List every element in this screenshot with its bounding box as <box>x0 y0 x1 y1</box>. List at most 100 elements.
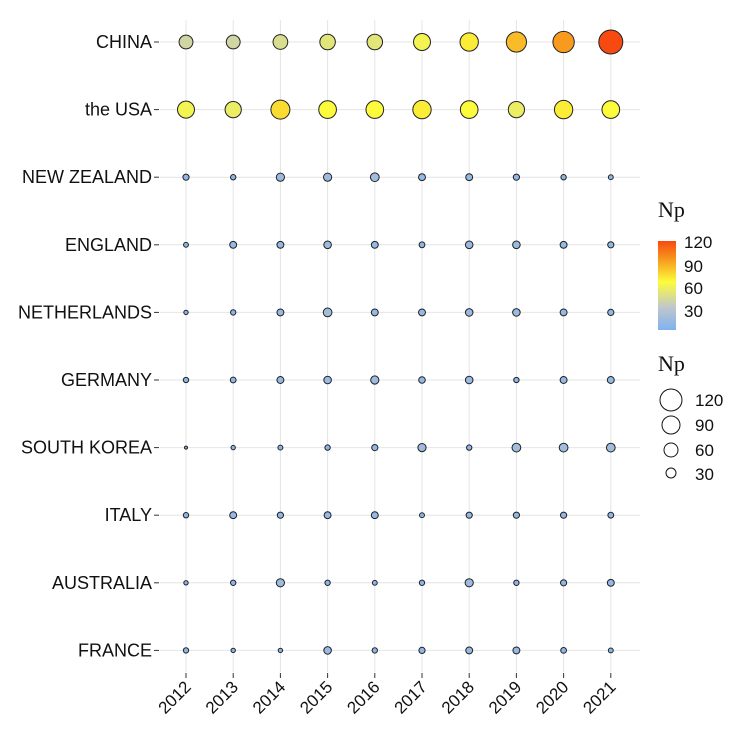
bubble-point <box>560 579 568 587</box>
bubble-point <box>229 511 238 520</box>
bubble-point <box>607 308 615 316</box>
y-tick-label: AUSTRALIA <box>52 573 152 593</box>
bubble-point <box>323 240 332 250</box>
bubble-point <box>412 99 432 120</box>
color-legend: Np 120 90 60 30 <box>658 197 712 330</box>
color-legend-title: Np <box>658 197 685 222</box>
bubble-point <box>276 308 285 317</box>
bubble-point <box>370 375 380 385</box>
bubble-point <box>272 34 289 50</box>
bubble-layer <box>177 29 624 655</box>
y-tick-label: ENGLAND <box>65 235 152 255</box>
bubble-point <box>607 647 614 654</box>
size-legend-tick: 120 <box>695 391 723 410</box>
bubble-point <box>465 511 473 519</box>
bubble-point <box>229 240 238 249</box>
bubble-point <box>230 647 236 654</box>
bubble-point <box>560 174 567 181</box>
bubble-point <box>370 511 379 520</box>
bubble-point <box>419 512 425 519</box>
bubble-point <box>184 445 188 450</box>
bubble-point <box>559 376 568 384</box>
bubble-point <box>275 172 285 182</box>
bubble-point <box>513 579 520 586</box>
y-tick-label: GERMANY <box>61 370 152 390</box>
bubble-point <box>418 241 426 249</box>
y-tick-label: FRANCE <box>78 640 152 660</box>
x-tick-label: 2013 <box>202 677 242 717</box>
size-legend-circle-120 <box>659 388 683 412</box>
bubble-point <box>369 172 380 183</box>
bubble-point <box>365 100 385 119</box>
bubble-point <box>512 511 521 519</box>
bubble-point <box>465 173 474 182</box>
bubble-point <box>512 308 521 317</box>
bubble-point <box>277 444 284 451</box>
bubble-point <box>370 308 379 317</box>
size-legend-tick: 60 <box>695 441 714 460</box>
color-legend-gradient-bar <box>658 241 676 330</box>
y-tick-label: SOUTH KOREA <box>21 438 152 458</box>
bubble-point <box>275 578 285 588</box>
bubble-point <box>276 376 285 384</box>
color-legend-tick: 60 <box>684 279 703 298</box>
bubble-point <box>183 241 189 248</box>
bubble-point <box>230 579 237 586</box>
bubble-point <box>418 376 426 384</box>
bubble-point <box>464 578 474 588</box>
bubble-point <box>371 579 378 586</box>
bubble-point <box>459 32 479 52</box>
bubble-point <box>607 511 615 519</box>
bubble-point <box>229 376 237 384</box>
bubble-point <box>464 240 474 250</box>
x-tick-label: 2014 <box>249 677 289 717</box>
bubble-point <box>606 376 615 384</box>
bubble-point <box>277 647 284 654</box>
bubble-point <box>464 308 474 317</box>
bubble-point <box>418 646 426 655</box>
bubble-point <box>513 376 520 384</box>
bubble-point <box>230 444 236 451</box>
bubble-point <box>323 646 332 655</box>
bubble-point <box>323 375 332 385</box>
bubble-point <box>230 174 237 181</box>
bubble-point <box>465 646 474 655</box>
color-legend-tick: 120 <box>684 233 712 252</box>
size-legend-tick: 30 <box>695 465 714 484</box>
bubble-point <box>417 443 427 453</box>
bubble-point <box>182 512 190 519</box>
bubble-point <box>512 173 521 181</box>
bubble-point <box>323 172 333 182</box>
bubble-point <box>276 511 284 519</box>
y-axis: CHINA the USA NEW ZEALAND ENGLAND NETHERLAND… <box>18 32 159 660</box>
bubble-point <box>178 34 194 50</box>
bubble-point <box>505 31 528 53</box>
bubble-point <box>605 442 616 453</box>
x-tick-label: 2018 <box>438 677 478 717</box>
bubble-point <box>559 240 568 249</box>
bubble-point <box>371 647 378 654</box>
size-legend: Np 120 90 60 30 <box>658 351 723 484</box>
bubble-point <box>607 174 614 181</box>
bubble-point <box>183 309 189 316</box>
size-legend-circle-30 <box>665 467 677 479</box>
x-tick-label: 2019 <box>485 677 525 717</box>
bubble-point <box>323 511 332 520</box>
y-tick-label: the USA <box>85 100 152 120</box>
bubble-point <box>230 309 237 316</box>
bubble-point <box>606 578 615 587</box>
bubble-point <box>418 173 426 182</box>
bubble-point <box>558 442 569 453</box>
size-legend-circle-60 <box>663 442 679 458</box>
y-tick-label: ITALY <box>105 505 152 525</box>
bubble-point <box>319 33 336 51</box>
bubble-point <box>322 307 333 318</box>
bubble-point <box>324 579 331 586</box>
bubble-point <box>225 34 241 50</box>
bubble-point <box>512 646 521 655</box>
x-tick-label: 2015 <box>296 677 336 717</box>
size-legend-title: Np <box>658 351 685 376</box>
y-tick-label: NETHERLANDS <box>18 302 152 322</box>
bubble-point <box>552 30 575 54</box>
